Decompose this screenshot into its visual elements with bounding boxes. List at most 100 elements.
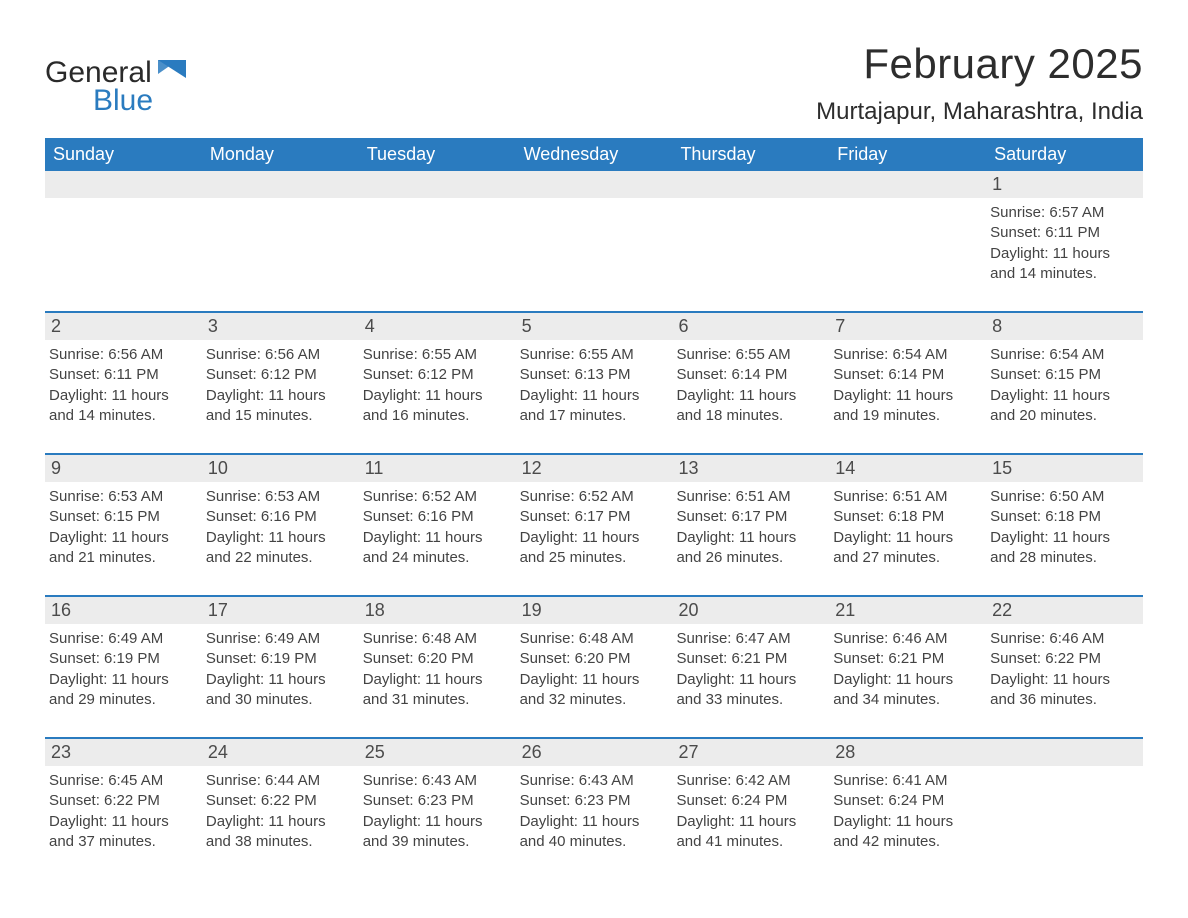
sunrise-text: Sunrise: 6:51 AM <box>833 487 980 507</box>
daylight-text: Daylight: 11 hours and 32 minutes. <box>520 670 667 711</box>
daylight-text: Daylight: 11 hours and 25 minutes. <box>520 528 667 569</box>
day-cell: 12Sunrise: 6:52 AMSunset: 6:17 PMDayligh… <box>516 455 673 581</box>
day-number <box>359 171 516 198</box>
header: General Blue February 2025 Murtajapur, M… <box>45 40 1143 126</box>
daylight-text: Daylight: 11 hours and 33 minutes. <box>676 670 823 711</box>
logo-word2: Blue <box>93 84 186 118</box>
day-cell: 10Sunrise: 6:53 AMSunset: 6:16 PMDayligh… <box>202 455 359 581</box>
sunset-text: Sunset: 6:19 PM <box>49 649 196 669</box>
weekday-label: Tuesday <box>359 138 516 171</box>
day-cell: 2Sunrise: 6:56 AMSunset: 6:11 PMDaylight… <box>45 313 202 439</box>
weekday-label: Wednesday <box>516 138 673 171</box>
sunrise-text: Sunrise: 6:54 AM <box>833 345 980 365</box>
day-details: Sunrise: 6:53 AMSunset: 6:15 PMDaylight:… <box>45 482 202 570</box>
sunrise-text: Sunrise: 6:43 AM <box>520 771 667 791</box>
title-block: February 2025 Murtajapur, Maharashtra, I… <box>816 40 1143 126</box>
sunrise-text: Sunrise: 6:57 AM <box>990 203 1137 223</box>
week-row: 16Sunrise: 6:49 AMSunset: 6:19 PMDayligh… <box>45 595 1143 723</box>
weekday-label: Friday <box>829 138 986 171</box>
day-cell: 9Sunrise: 6:53 AMSunset: 6:15 PMDaylight… <box>45 455 202 581</box>
sunset-text: Sunset: 6:17 PM <box>676 507 823 527</box>
day-details: Sunrise: 6:55 AMSunset: 6:13 PMDaylight:… <box>516 340 673 428</box>
daylight-text: Daylight: 11 hours and 39 minutes. <box>363 812 510 853</box>
daylight-text: Daylight: 11 hours and 37 minutes. <box>49 812 196 853</box>
sunset-text: Sunset: 6:17 PM <box>520 507 667 527</box>
sunset-text: Sunset: 6:22 PM <box>990 649 1137 669</box>
daylight-text: Daylight: 11 hours and 42 minutes. <box>833 812 980 853</box>
daylight-text: Daylight: 11 hours and 19 minutes. <box>833 386 980 427</box>
day-number: 26 <box>516 739 673 766</box>
sunset-text: Sunset: 6:18 PM <box>833 507 980 527</box>
day-details: Sunrise: 6:48 AMSunset: 6:20 PMDaylight:… <box>516 624 673 712</box>
day-details: Sunrise: 6:51 AMSunset: 6:18 PMDaylight:… <box>829 482 986 570</box>
day-number: 27 <box>672 739 829 766</box>
day-number <box>45 171 202 198</box>
logo-text-block: General Blue <box>45 56 186 118</box>
daylight-text: Daylight: 11 hours and 14 minutes. <box>990 244 1137 285</box>
sunrise-text: Sunrise: 6:45 AM <box>49 771 196 791</box>
sunrise-text: Sunrise: 6:41 AM <box>833 771 980 791</box>
day-number: 14 <box>829 455 986 482</box>
flag-icon <box>158 60 186 87</box>
sunset-text: Sunset: 6:14 PM <box>676 365 823 385</box>
day-cell: 7Sunrise: 6:54 AMSunset: 6:14 PMDaylight… <box>829 313 986 439</box>
sunrise-text: Sunrise: 6:49 AM <box>206 629 353 649</box>
day-number: 1 <box>986 171 1143 198</box>
day-details: Sunrise: 6:43 AMSunset: 6:23 PMDaylight:… <box>359 766 516 854</box>
day-number: 13 <box>672 455 829 482</box>
day-number <box>829 171 986 198</box>
sunrise-text: Sunrise: 6:54 AM <box>990 345 1137 365</box>
day-cell: 19Sunrise: 6:48 AMSunset: 6:20 PMDayligh… <box>516 597 673 723</box>
daylight-text: Daylight: 11 hours and 36 minutes. <box>990 670 1137 711</box>
day-cell: 18Sunrise: 6:48 AMSunset: 6:20 PMDayligh… <box>359 597 516 723</box>
day-number: 4 <box>359 313 516 340</box>
day-cell: 24Sunrise: 6:44 AMSunset: 6:22 PMDayligh… <box>202 739 359 865</box>
sunrise-text: Sunrise: 6:46 AM <box>990 629 1137 649</box>
day-cell <box>829 171 986 297</box>
day-number: 20 <box>672 597 829 624</box>
day-cell <box>359 171 516 297</box>
day-number: 21 <box>829 597 986 624</box>
day-number: 17 <box>202 597 359 624</box>
day-number: 7 <box>829 313 986 340</box>
day-details: Sunrise: 6:52 AMSunset: 6:16 PMDaylight:… <box>359 482 516 570</box>
sunrise-text: Sunrise: 6:56 AM <box>49 345 196 365</box>
day-number <box>516 171 673 198</box>
day-number <box>986 739 1143 766</box>
daylight-text: Daylight: 11 hours and 24 minutes. <box>363 528 510 569</box>
day-number: 2 <box>45 313 202 340</box>
day-number: 24 <box>202 739 359 766</box>
daylight-text: Daylight: 11 hours and 18 minutes. <box>676 386 823 427</box>
weekday-label: Thursday <box>672 138 829 171</box>
day-details: Sunrise: 6:48 AMSunset: 6:20 PMDaylight:… <box>359 624 516 712</box>
day-cell: 5Sunrise: 6:55 AMSunset: 6:13 PMDaylight… <box>516 313 673 439</box>
day-details: Sunrise: 6:54 AMSunset: 6:15 PMDaylight:… <box>986 340 1143 428</box>
day-cell: 14Sunrise: 6:51 AMSunset: 6:18 PMDayligh… <box>829 455 986 581</box>
sunset-text: Sunset: 6:16 PM <box>206 507 353 527</box>
daylight-text: Daylight: 11 hours and 31 minutes. <box>363 670 510 711</box>
sunrise-text: Sunrise: 6:55 AM <box>363 345 510 365</box>
day-details: Sunrise: 6:53 AMSunset: 6:16 PMDaylight:… <box>202 482 359 570</box>
day-details: Sunrise: 6:46 AMSunset: 6:21 PMDaylight:… <box>829 624 986 712</box>
day-cell: 8Sunrise: 6:54 AMSunset: 6:15 PMDaylight… <box>986 313 1143 439</box>
daylight-text: Daylight: 11 hours and 40 minutes. <box>520 812 667 853</box>
sunrise-text: Sunrise: 6:50 AM <box>990 487 1137 507</box>
sunset-text: Sunset: 6:20 PM <box>363 649 510 669</box>
sunset-text: Sunset: 6:22 PM <box>206 791 353 811</box>
day-details: Sunrise: 6:51 AMSunset: 6:17 PMDaylight:… <box>672 482 829 570</box>
day-details: Sunrise: 6:49 AMSunset: 6:19 PMDaylight:… <box>202 624 359 712</box>
daylight-text: Daylight: 11 hours and 15 minutes. <box>206 386 353 427</box>
day-number: 11 <box>359 455 516 482</box>
day-number: 23 <box>45 739 202 766</box>
day-cell <box>516 171 673 297</box>
daylight-text: Daylight: 11 hours and 17 minutes. <box>520 386 667 427</box>
sunset-text: Sunset: 6:11 PM <box>49 365 196 385</box>
daylight-text: Daylight: 11 hours and 20 minutes. <box>990 386 1137 427</box>
weekday-header: SundayMondayTuesdayWednesdayThursdayFrid… <box>45 138 1143 171</box>
day-number: 3 <box>202 313 359 340</box>
day-number: 28 <box>829 739 986 766</box>
day-details: Sunrise: 6:46 AMSunset: 6:22 PMDaylight:… <box>986 624 1143 712</box>
day-details: Sunrise: 6:42 AMSunset: 6:24 PMDaylight:… <box>672 766 829 854</box>
sunset-text: Sunset: 6:22 PM <box>49 791 196 811</box>
day-number: 9 <box>45 455 202 482</box>
